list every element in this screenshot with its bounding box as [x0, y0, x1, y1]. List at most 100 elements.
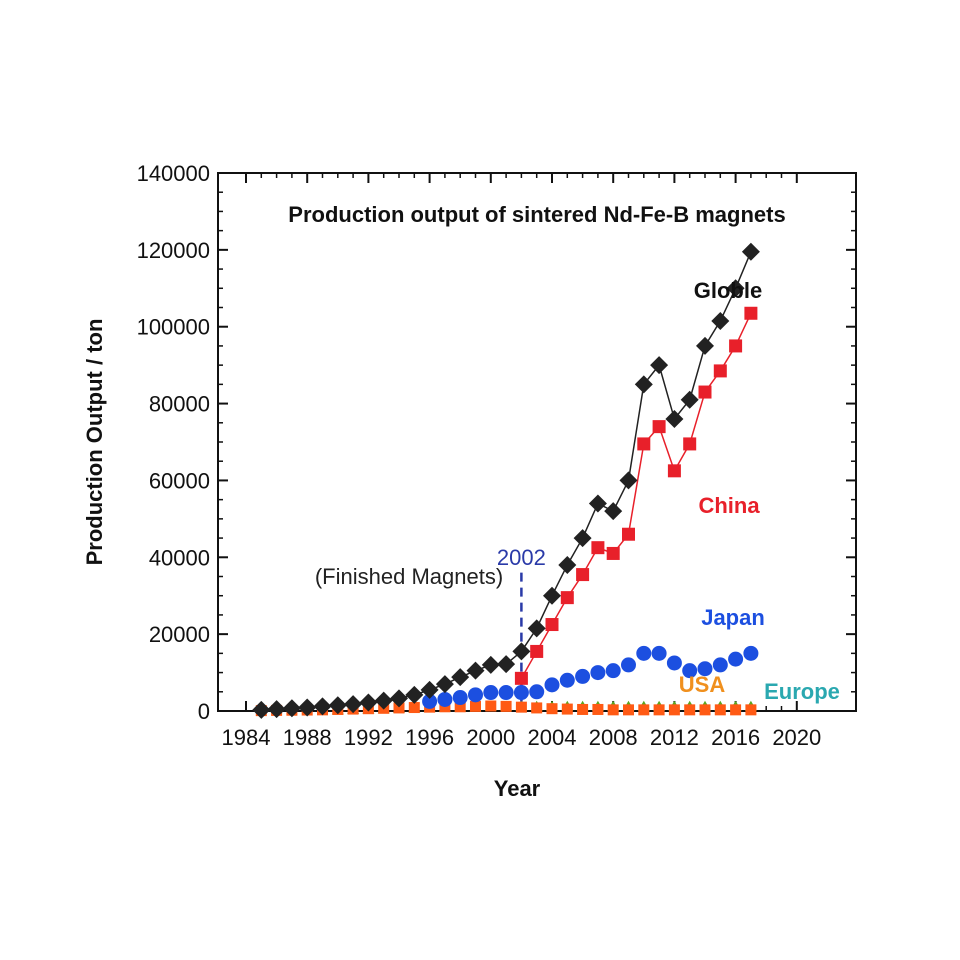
y-tick-label: 20000 — [149, 622, 210, 647]
data-point — [573, 529, 592, 548]
data-point — [622, 527, 635, 541]
x-tick-label: 2004 — [528, 725, 577, 750]
data-point — [588, 494, 607, 513]
data-point — [665, 409, 684, 428]
data-point — [514, 671, 528, 685]
data-point — [741, 242, 760, 261]
data-point — [636, 645, 652, 661]
y-axis-title: Production Output / ton — [82, 319, 107, 566]
data-point — [420, 680, 439, 699]
data-point — [684, 704, 696, 716]
data-point — [437, 691, 453, 707]
series-japan — [422, 645, 759, 709]
data-point — [530, 644, 544, 658]
data-point — [697, 661, 713, 677]
data-point — [483, 685, 499, 701]
data-point — [683, 437, 697, 451]
series-label-japan: Japan — [701, 605, 765, 630]
data-point — [711, 311, 730, 330]
data-point — [667, 464, 681, 478]
data-point — [497, 655, 516, 674]
data-point — [576, 568, 590, 582]
data-point — [558, 555, 577, 574]
chart-title: Production output of sintered Nd-Fe-B ma… — [288, 202, 785, 227]
data-point — [743, 645, 759, 661]
data-point — [500, 700, 512, 712]
data-point — [393, 702, 405, 714]
data-point — [604, 502, 623, 521]
data-point — [592, 703, 604, 715]
data-point — [682, 663, 698, 679]
series-globle — [252, 242, 760, 719]
y-axis: 0 20000 40000 60000 80000 100000 120000 140000 — [137, 161, 856, 724]
data-point — [699, 704, 711, 716]
data-point — [527, 619, 546, 638]
data-point — [668, 704, 680, 716]
data-point — [470, 700, 481, 712]
data-point — [529, 684, 545, 700]
x-tick-label: 1996 — [405, 725, 454, 750]
data-point — [468, 687, 483, 703]
data-point — [634, 375, 653, 394]
data-point — [452, 690, 468, 706]
data-point — [512, 642, 531, 661]
data-point — [607, 704, 619, 716]
x-tick-label: 2012 — [650, 725, 699, 750]
series-usa — [255, 700, 757, 717]
data-point — [515, 701, 527, 713]
series-line — [520, 312, 752, 679]
data-point — [451, 668, 470, 687]
series-label-europe: Europe — [764, 679, 840, 704]
data-point — [652, 420, 666, 434]
data-point — [531, 702, 543, 714]
data-point — [422, 693, 438, 709]
data-point — [560, 591, 574, 605]
data-point — [712, 657, 728, 673]
y-tick-label: 0 — [198, 699, 210, 724]
series-china — [514, 306, 758, 685]
data-point — [744, 306, 758, 320]
data-point — [543, 586, 561, 605]
annotation-text: 2002 — [497, 545, 546, 570]
data-point — [575, 668, 591, 684]
data-point — [545, 618, 559, 632]
data-point — [252, 700, 271, 719]
data-point — [435, 675, 454, 694]
data-point — [653, 704, 665, 716]
x-tick-label: 2000 — [466, 725, 515, 750]
data-point — [745, 704, 757, 716]
data-point — [466, 661, 485, 680]
y-tick-label: 80000 — [149, 392, 210, 417]
data-point — [623, 704, 634, 716]
annotation-text: (Finished Magnets) — [315, 564, 503, 589]
data-point — [485, 700, 497, 712]
data-point — [637, 437, 651, 451]
series-line — [261, 251, 752, 711]
data-point — [481, 655, 500, 674]
data-point — [728, 651, 744, 667]
data-point — [344, 695, 363, 714]
data-point — [650, 356, 669, 375]
data-point — [267, 700, 286, 719]
series-labels: Globle China Japan USA Europe — [679, 278, 840, 704]
series-label-china: China — [698, 493, 760, 518]
data-point — [621, 657, 636, 673]
series-layer — [252, 242, 760, 719]
x-tick-label: 2008 — [589, 725, 638, 750]
data-point — [590, 665, 606, 681]
data-point — [713, 364, 727, 378]
data-point — [605, 663, 621, 679]
data-point — [726, 279, 745, 298]
data-point — [546, 703, 558, 715]
y-tick-label: 40000 — [149, 545, 210, 570]
data-point — [698, 385, 712, 399]
data-point — [730, 704, 742, 716]
data-point — [544, 677, 560, 693]
series-label-globle: Globle — [694, 278, 762, 303]
data-point — [714, 704, 726, 716]
data-point — [405, 685, 424, 704]
data-point — [298, 698, 317, 717]
data-point — [408, 702, 420, 714]
data-point — [282, 699, 301, 718]
